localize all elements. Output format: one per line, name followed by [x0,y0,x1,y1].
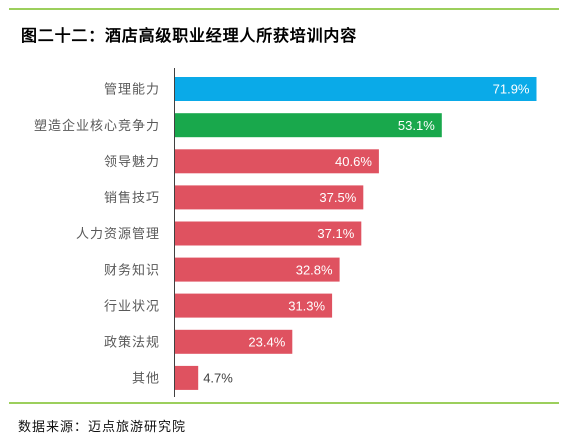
data-source-note: 数据来源：迈点旅游研究院 [18,420,187,435]
bar [175,185,364,210]
figure-title: 图二十二：酒店高级职业经理人所获培训内容 [21,26,358,45]
data-label: 37.1% [317,226,354,241]
data-label: 53.1% [398,118,435,133]
category-label: 领导魅力 [104,155,160,170]
bar [175,113,442,138]
category-label: 其他 [132,372,160,387]
category-labels-group: 管理能力塑造企业核心竞争力领导魅力销售技巧人力资源管理财务知识行业状况政策法规其… [34,83,160,387]
data-label: 40.6% [335,154,372,169]
data-label: 37.5% [319,190,356,205]
bottom-divider [9,402,559,404]
top-divider [9,8,559,10]
data-label: 32.8% [296,262,333,277]
bar [175,77,537,101]
category-label: 销售技巧 [104,190,160,206]
bar [175,365,199,390]
data-label: 23.4% [248,334,285,349]
category-label: 行业状况 [104,299,160,314]
bar [175,149,379,174]
category-label: 政策法规 [104,334,160,350]
category-label: 塑造企业核心竞争力 [34,118,160,134]
data-label: 4.7% [203,371,233,386]
data-label: 31.3% [288,298,325,313]
bars-group [175,77,537,390]
category-label: 管理能力 [104,83,160,98]
bar [175,293,333,318]
bar [175,329,293,354]
category-label: 人力资源管理 [76,227,160,242]
bar [175,221,362,246]
bar [175,257,340,282]
category-label: 财务知识 [104,262,160,278]
data-labels-group: 71.9% 53.1% 40.6% 37.5% 37.1% 32.8% 31.3% 23.4%… [203,82,530,386]
data-label: 71.9% [493,82,530,97]
